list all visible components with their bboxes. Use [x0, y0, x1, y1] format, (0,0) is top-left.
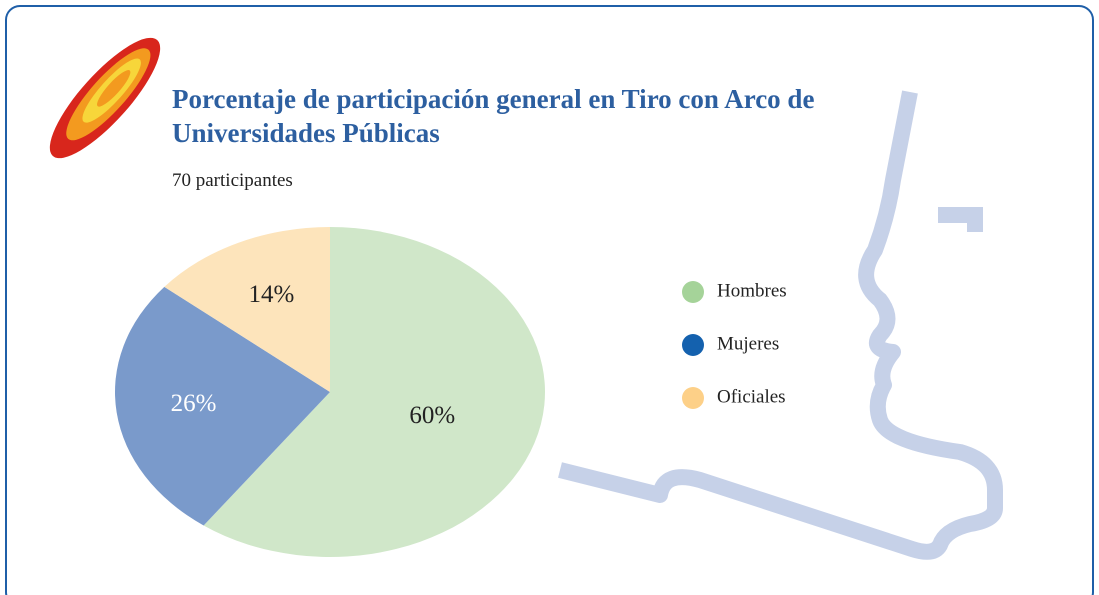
- legend-marker: [682, 281, 704, 303]
- legend-label: Mujeres: [717, 333, 779, 354]
- legend-marker: [682, 387, 704, 409]
- decoration-eye: [938, 215, 975, 232]
- value-label: 26%: [171, 390, 217, 417]
- value-label: 60%: [409, 402, 455, 429]
- decoration-profile: [560, 92, 995, 552]
- chart-subtitle: 70 participantes: [172, 170, 293, 192]
- legend-label: Oficiales: [717, 386, 786, 407]
- value-label: 14%: [248, 281, 294, 308]
- legend-marker: [682, 334, 704, 356]
- page: 60% 26% 14% Hombres Mujeres Oficiales Porcent…: [0, 0, 1099, 595]
- chart-title: Porcentaje de participación general en T…: [172, 82, 872, 150]
- logo: [35, 24, 175, 172]
- legend-label: Hombres: [717, 280, 787, 301]
